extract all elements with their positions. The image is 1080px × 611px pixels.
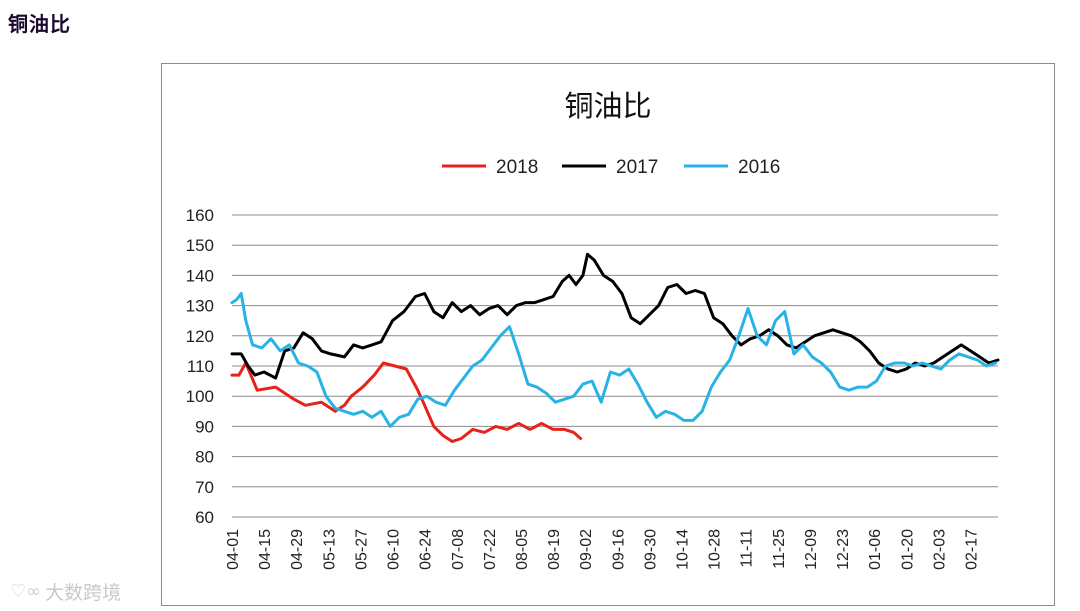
x-tick-label: 09-30: [642, 529, 659, 570]
legend-label-2016: 2016: [738, 157, 780, 178]
page-heading: 铜油比: [8, 12, 71, 36]
x-tick-label: 12-23: [835, 529, 852, 570]
y-tick-label: 120: [186, 327, 214, 346]
y-tick-label: 70: [195, 478, 214, 497]
y-tick-label: 140: [186, 266, 214, 285]
y-axis: 60 70 80 90 100 110 120 130 140 150 160: [186, 206, 214, 527]
x-tick-label: 04-15: [257, 529, 274, 570]
x-tick-label: 01-06: [867, 529, 884, 570]
x-tick-label: 06-10: [386, 529, 403, 570]
x-tick-label: 07-08: [450, 529, 467, 570]
series-line-2017: [230, 252, 1000, 380]
x-tick-label: 09-02: [578, 529, 595, 570]
y-tick-label: 130: [186, 297, 214, 316]
gridlines: [232, 214, 998, 518]
y-tick-label: 80: [195, 448, 214, 467]
x-tick-label: 08-19: [546, 529, 563, 570]
x-tick-label: 09-16: [610, 529, 627, 570]
series-line-2018: [230, 361, 583, 443]
watermark: ♡∞ 大数跨境: [10, 578, 121, 605]
legend-label-2017: 2017: [616, 157, 658, 178]
watermark-text: 大数跨境: [45, 582, 122, 604]
y-tick-label: 160: [186, 206, 214, 225]
x-tick-label: 12-09: [803, 529, 820, 570]
x-tick-label: 06-24: [418, 529, 435, 570]
x-tick-label: 02-03: [931, 529, 948, 570]
series-lines: [230, 252, 1000, 443]
series-line-2016: [230, 292, 998, 428]
x-tick-label: 07-22: [482, 529, 499, 570]
legend: 2018 2017 2016: [442, 157, 780, 178]
chart-container: 铜油比 2018 2017 2016 60 70 80 90 100 110 120 130 140…: [161, 63, 1055, 606]
y-tick-label: 60: [195, 508, 214, 527]
y-tick-label: 90: [195, 417, 214, 436]
legend-label-2018: 2018: [496, 157, 538, 178]
line-chart: 铜油比 2018 2017 2016 60 70 80 90 100 110 120 130 140…: [186, 90, 1000, 570]
x-tick-label: 02-17: [963, 529, 980, 570]
x-tick-label: 01-20: [899, 529, 916, 570]
x-tick-label: 04-29: [289, 529, 306, 570]
x-axis: 04-01 04-15 04-29 05-13 05-27 06-10 06-24 07-08…: [225, 529, 980, 570]
x-tick-label: 05-13: [321, 529, 338, 570]
x-tick-label: 08-05: [514, 529, 531, 570]
y-tick-label: 150: [186, 236, 214, 255]
x-tick-label: 10-28: [707, 529, 724, 570]
x-tick-label: 11-11: [739, 529, 756, 568]
y-tick-label: 110: [187, 357, 214, 376]
x-tick-label: 05-27: [353, 529, 370, 570]
x-tick-label: 10-14: [675, 529, 692, 570]
y-tick-label: 100: [186, 387, 214, 406]
chart-title: 铜油比: [564, 90, 651, 123]
x-tick-label: 04-01: [225, 529, 242, 570]
watermark-logo-icon: ♡∞: [10, 581, 42, 602]
x-tick-label: 11-25: [771, 529, 788, 569]
